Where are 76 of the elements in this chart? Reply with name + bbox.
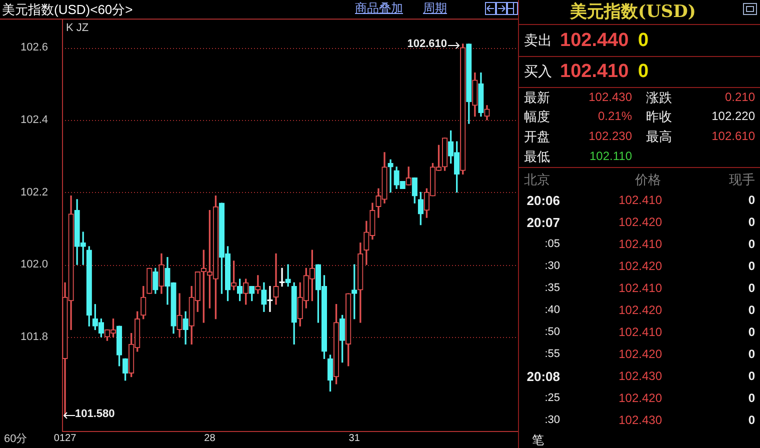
text: 20:06 [526, 192, 560, 208]
text: 0.210 [724, 90, 755, 104]
text: 周期 [423, 1, 447, 16]
x-tick-label: 28 [204, 432, 216, 444]
candlestick [388, 159, 394, 193]
text: 102.410 [618, 237, 662, 252]
text: 美元指数(USD) [570, 2, 696, 22]
text: 102.410 [560, 60, 629, 82]
annotation: 102.610 [407, 38, 447, 50]
text: 北京 [524, 172, 550, 187]
text: 0 [748, 325, 755, 340]
text: 0 [748, 259, 755, 274]
text: 102.420 [618, 347, 662, 362]
text: 商品叠加 [355, 1, 403, 16]
text: :05 [544, 238, 560, 250]
text: 102.410 [618, 193, 662, 208]
text: 102.110 [590, 149, 632, 164]
y-tick-label: 102.4 [20, 114, 48, 126]
x-tick-label: 31 [348, 432, 360, 444]
text: 102.420 [618, 391, 662, 406]
candlestick [285, 264, 291, 287]
text: 笔 [532, 433, 544, 448]
text: 0.21% [598, 109, 632, 124]
text: 0 [638, 30, 649, 51]
text: 0 [748, 369, 755, 384]
text: 0 [748, 347, 755, 362]
text: :50 [544, 326, 560, 338]
chart-title: 美元指数(USD)<60分> [2, 2, 133, 17]
text: 价格 [635, 172, 661, 187]
text: 20:08 [526, 368, 560, 384]
x-tick-label: 0127 [54, 432, 77, 444]
text: 102.420 [618, 259, 662, 274]
text: 0 [748, 391, 755, 406]
text: :40 [544, 304, 560, 316]
text: 0 [748, 281, 755, 296]
text: 昨收 [646, 108, 672, 124]
annotation: K JZ [66, 22, 89, 34]
text: 0 [748, 303, 755, 318]
text: 102.430 [618, 413, 662, 428]
text: 20:07 [526, 214, 560, 230]
y-tick-label: 101.8 [20, 330, 48, 343]
text: 最新 [524, 90, 550, 105]
text: 买入 [524, 63, 552, 80]
text: 102.420 [618, 215, 662, 230]
text: :30 [544, 414, 560, 426]
annotation: 101.580 [75, 408, 115, 420]
text: 最低 [524, 148, 550, 164]
y-tick-label: 102.2 [20, 186, 48, 198]
text: :35 [544, 282, 560, 294]
y-tick-label: 102.6 [20, 42, 48, 54]
text: 102.440 [560, 30, 629, 51]
text: 102.610 [712, 129, 755, 144]
text: 0 [748, 193, 755, 208]
text: :30 [544, 260, 560, 272]
text: 102.420 [618, 303, 662, 318]
text: 102.410 [618, 325, 662, 340]
text: 幅度 [524, 108, 550, 124]
text: 102.430 [588, 90, 632, 104]
text: 0 [748, 215, 755, 230]
text: 开盘 [524, 128, 550, 144]
text: 最高 [646, 128, 672, 144]
text: 0 [748, 413, 755, 428]
text: 60分 [4, 432, 28, 445]
text: 102.410 [618, 281, 662, 296]
text: 102.230 [588, 129, 632, 144]
text: 0 [748, 237, 755, 252]
text: :55 [544, 348, 560, 360]
text: 卖出 [524, 32, 552, 48]
y-tick-label: 102.0 [20, 258, 48, 271]
text: 102.430 [618, 369, 662, 384]
candlestick [273, 253, 279, 305]
text: :25 [544, 392, 560, 404]
text: 涨跌 [646, 90, 672, 105]
text: 0 [638, 60, 649, 82]
text: 102.220 [712, 109, 755, 124]
text: 现手 [729, 172, 755, 187]
